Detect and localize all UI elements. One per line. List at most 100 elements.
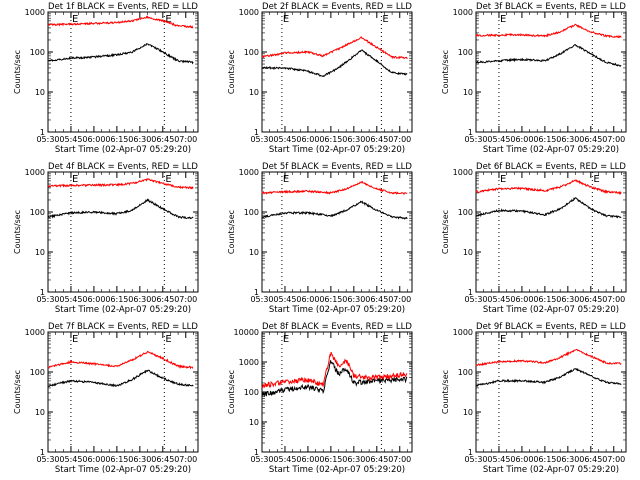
event-rate-line bbox=[48, 42, 194, 65]
x-tick-label: 06:30 bbox=[342, 455, 365, 464]
event-marker-label: E bbox=[165, 14, 171, 25]
x-tick-label: 05:45 bbox=[487, 135, 510, 144]
y-tick-label: 10 bbox=[35, 88, 45, 97]
event-marker-label: E bbox=[283, 14, 289, 25]
x-axis-label: Start Time (02-Apr-07 05:29:20) bbox=[483, 465, 619, 475]
panel-title: Det 7f BLACK = Events, RED = LLD bbox=[48, 322, 198, 332]
event-rate-line bbox=[47, 198, 194, 220]
x-tick-label: 05:45 bbox=[487, 295, 510, 304]
x-tick-label: 06:15 bbox=[105, 455, 128, 464]
lld-rate-line bbox=[261, 35, 408, 60]
x-tick-label: 06:45 bbox=[365, 455, 388, 464]
y-axis-label: Counts/sec bbox=[13, 210, 22, 254]
x-tick-label: 06:30 bbox=[556, 135, 579, 144]
x-tick-label: 06:15 bbox=[533, 455, 556, 464]
y-tick-label: 100 bbox=[30, 208, 45, 217]
lld-rate-line bbox=[475, 348, 622, 367]
event-rate-line bbox=[475, 44, 622, 67]
y-tick-label: 10 bbox=[35, 408, 45, 417]
lld-rate-line bbox=[261, 180, 408, 196]
y-tick-label: 1000 bbox=[453, 168, 473, 177]
y-axis-label: Counts/sec bbox=[227, 370, 236, 414]
event-marker-label: E bbox=[165, 334, 171, 345]
y-tick-label: 100 bbox=[244, 388, 259, 397]
y-tick-label: 10 bbox=[249, 248, 259, 257]
y-tick-label: 1000 bbox=[453, 8, 473, 17]
x-tick-label: 06:15 bbox=[105, 135, 128, 144]
x-tick-label: 06:15 bbox=[533, 135, 556, 144]
y-tick-label: 1 bbox=[40, 288, 45, 297]
x-tick-label: 06:30 bbox=[128, 135, 151, 144]
y-tick-label: 1 bbox=[468, 448, 473, 457]
y-axis-label: Counts/sec bbox=[227, 210, 236, 254]
x-tick-label: 07:00 bbox=[602, 295, 625, 304]
lld-rate-line bbox=[47, 15, 194, 29]
x-tick-label: 06:00 bbox=[510, 135, 533, 144]
chart-panel-4: Det 4f BLACK = Events, RED = LLD 1 10 100 10… bbox=[13, 162, 199, 315]
event-marker-label: E bbox=[500, 174, 506, 185]
event-marker-label: E bbox=[500, 334, 506, 345]
x-axis-label: Start Time (02-Apr-07 05:29:20) bbox=[55, 465, 191, 475]
y-tick-label: 1000 bbox=[25, 168, 45, 177]
x-axis-label: Start Time (02-Apr-07 05:29:20) bbox=[269, 145, 405, 155]
chart-panel-6: Det 6f BLACK = Events, RED = LLD 1 10 100 10… bbox=[441, 162, 627, 315]
y-tick-label: 10 bbox=[35, 248, 45, 257]
event-rate-line bbox=[475, 197, 622, 219]
x-tick-label: 06:00 bbox=[82, 135, 105, 144]
plot-frame bbox=[261, 331, 413, 453]
x-tick-label: 06:15 bbox=[105, 295, 128, 304]
x-tick-label: 06:15 bbox=[319, 135, 342, 144]
event-marker-label: E bbox=[283, 174, 289, 185]
x-tick-label: 06:45 bbox=[365, 295, 388, 304]
event-rate-line bbox=[475, 367, 622, 387]
event-marker-label: E bbox=[72, 334, 78, 345]
x-tick-label: 06:45 bbox=[151, 455, 174, 464]
y-tick-label: 10 bbox=[463, 88, 473, 97]
x-tick-label: 05:30 bbox=[36, 295, 59, 304]
panel-title: Det 9f BLACK = Events, RED = LLD bbox=[476, 322, 626, 332]
x-tick-label: 06:15 bbox=[319, 295, 342, 304]
plot-frame bbox=[47, 11, 199, 133]
panel-title: Det 8f BLACK = Events, RED = LLD bbox=[262, 322, 412, 332]
x-tick-label: 05:45 bbox=[59, 135, 82, 144]
y-tick-label: 10 bbox=[463, 248, 473, 257]
event-marker-label: E bbox=[283, 334, 289, 345]
y-tick-label: 10 bbox=[463, 408, 473, 417]
lld-rate-line bbox=[261, 351, 408, 389]
plot-frame bbox=[47, 171, 199, 293]
y-tick-label: 1000 bbox=[453, 328, 473, 337]
x-tick-label: 07:00 bbox=[388, 295, 411, 304]
chart-panel-9: Det 9f BLACK = Events, RED = LLD 1 10 100 10… bbox=[441, 322, 627, 475]
plot-frame bbox=[261, 11, 413, 133]
panel-title: Det 3f BLACK = Events, RED = LLD bbox=[476, 2, 626, 12]
y-tick-label: 1 bbox=[468, 128, 473, 137]
x-tick-label: 06:30 bbox=[556, 295, 579, 304]
x-axis-label: Start Time (02-Apr-07 05:29:20) bbox=[483, 145, 619, 155]
event-rate-line bbox=[261, 360, 408, 398]
x-tick-label: 06:15 bbox=[319, 455, 342, 464]
x-tick-label: 07:00 bbox=[388, 135, 411, 144]
plot-frame bbox=[261, 171, 413, 293]
x-tick-label: 05:30 bbox=[36, 135, 59, 144]
x-tick-label: 07:00 bbox=[174, 135, 197, 144]
event-marker-label: E bbox=[382, 14, 388, 25]
x-tick-label: 06:00 bbox=[296, 295, 319, 304]
x-tick-label: 07:00 bbox=[174, 295, 197, 304]
x-tick-label: 06:30 bbox=[342, 295, 365, 304]
x-axis-label: Start Time (02-Apr-07 05:29:20) bbox=[269, 305, 405, 315]
x-tick-label: 05:45 bbox=[59, 295, 82, 304]
x-tick-label: 06:00 bbox=[510, 295, 533, 304]
y-tick-label: 1 bbox=[254, 448, 259, 457]
x-tick-label: 05:30 bbox=[36, 455, 59, 464]
y-tick-label: 1000 bbox=[239, 358, 259, 367]
chart-panel-3: Det 3f BLACK = Events, RED = LLD 1 10 100 10… bbox=[441, 2, 627, 155]
y-tick-label: 100 bbox=[458, 208, 473, 217]
y-tick-label: 10 bbox=[249, 418, 259, 427]
x-tick-label: 06:00 bbox=[82, 455, 105, 464]
x-tick-label: 07:00 bbox=[174, 455, 197, 464]
y-tick-label: 1 bbox=[40, 448, 45, 457]
chart-panel-1: Det 1f BLACK = Events, RED = LLD 1 10 100 10… bbox=[13, 2, 199, 155]
y-tick-label: 1000 bbox=[25, 8, 45, 17]
y-axis-label: Counts/sec bbox=[441, 50, 450, 94]
